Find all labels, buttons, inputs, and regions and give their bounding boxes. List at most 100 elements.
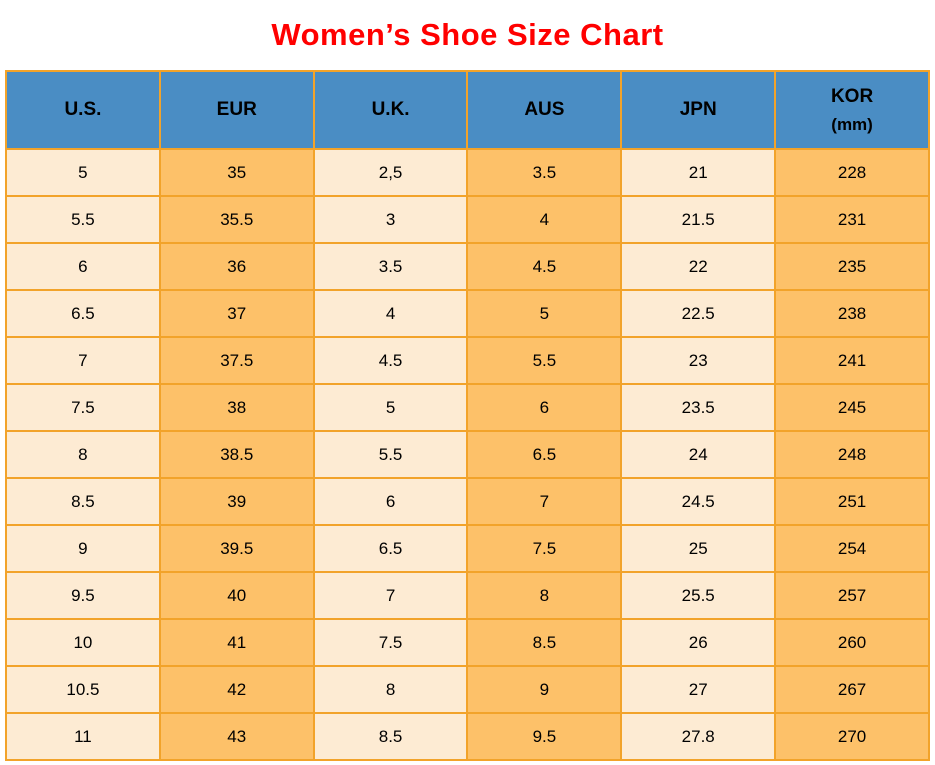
size-cell: 25: [620, 524, 777, 573]
size-cell: 42: [158, 665, 315, 714]
size-cell: 5: [312, 383, 469, 432]
table-row: 10.5 42 8 9 27 267: [5, 665, 930, 714]
size-cell: 39: [158, 477, 315, 526]
header-cell-aus: AUS: [466, 70, 623, 150]
title-bar: Women’s Shoe Size Chart: [0, 0, 935, 70]
size-cell: 6: [5, 242, 161, 291]
size-cell: 5.5: [466, 336, 623, 385]
size-cell: 7.5: [5, 383, 161, 432]
size-cell: 5.5: [5, 195, 161, 244]
size-cell: 10.5: [5, 665, 161, 714]
table-body: 5 35 2,5 3.5 21 228 5.5 35.5 3 4 21.5 231 6 36 3.5 4.5 2…: [5, 148, 930, 761]
size-cell: 25.5: [620, 571, 777, 620]
size-cell: 24.5: [620, 477, 777, 526]
size-cell: 23: [620, 336, 777, 385]
size-cell: 9.5: [466, 712, 623, 761]
size-cell: 11: [5, 712, 161, 761]
size-cell: 245: [774, 383, 930, 432]
table-row: 5 35 2,5 3.5 21 228: [5, 148, 930, 197]
table-row: 10 41 7.5 8.5 26 260: [5, 618, 930, 667]
table-row: 11 43 8.5 9.5 27.8 270: [5, 712, 930, 761]
size-cell: 4.5: [312, 336, 469, 385]
header-cell-eur: EUR: [158, 70, 315, 150]
size-cell: 2,5: [312, 148, 469, 197]
size-cell: 5: [5, 148, 161, 197]
header-sublabel: (mm): [831, 114, 873, 134]
size-cell: 8.5: [312, 712, 469, 761]
table-wrap: U.S. EUR U.K. AUS JPN KOR (mm): [0, 70, 935, 761]
size-cell: 24: [620, 430, 777, 479]
size-cell: 7.5: [466, 524, 623, 573]
size-cell: 37.5: [158, 336, 315, 385]
size-cell: 267: [774, 665, 930, 714]
size-cell: 7.5: [312, 618, 469, 667]
size-table: U.S. EUR U.K. AUS JPN KOR (mm): [5, 70, 930, 761]
size-cell: 7: [312, 571, 469, 620]
table-row: 7 37.5 4.5 5.5 23 241: [5, 336, 930, 385]
size-cell: 40: [158, 571, 315, 620]
header-cell-us: U.S.: [5, 70, 161, 150]
size-cell: 3.5: [466, 148, 623, 197]
size-cell: 235: [774, 242, 930, 291]
size-cell: 8: [466, 571, 623, 620]
size-cell: 9: [5, 524, 161, 573]
header-label: EUR: [216, 99, 257, 121]
size-cell: 6.5: [312, 524, 469, 573]
size-cell: 3.5: [312, 242, 469, 291]
size-cell: 21.5: [620, 195, 777, 244]
size-cell: 231: [774, 195, 930, 244]
table-row: 6 36 3.5 4.5 22 235: [5, 242, 930, 291]
header-cell-uk: U.K.: [312, 70, 469, 150]
size-cell: 6: [312, 477, 469, 526]
size-cell: 5.5: [312, 430, 469, 479]
size-cell: 251: [774, 477, 930, 526]
size-cell: 260: [774, 618, 930, 667]
size-cell: 7: [5, 336, 161, 385]
size-cell: 8.5: [5, 477, 161, 526]
size-cell: 35: [158, 148, 315, 197]
size-cell: 38.5: [158, 430, 315, 479]
size-cell: 10: [5, 618, 161, 667]
size-cell: 238: [774, 289, 930, 338]
size-cell: 7: [466, 477, 623, 526]
size-cell: 6.5: [5, 289, 161, 338]
header-label: JPN: [679, 99, 717, 121]
size-cell: 41: [158, 618, 315, 667]
table-row: 9.5 40 7 8 25.5 257: [5, 571, 930, 620]
size-cell: 3: [312, 195, 469, 244]
table-row: 8 38.5 5.5 6.5 24 248: [5, 430, 930, 479]
table-row: 8.5 39 6 7 24.5 251: [5, 477, 930, 526]
size-cell: 4: [312, 289, 469, 338]
header-label: U.S.: [64, 99, 102, 121]
size-cell: 39.5: [158, 524, 315, 573]
size-cell: 257: [774, 571, 930, 620]
table-row: 9 39.5 6.5 7.5 25 254: [5, 524, 930, 573]
table-row: 7.5 38 5 6 23.5 245: [5, 383, 930, 432]
size-cell: 21: [620, 148, 777, 197]
size-cell: 36: [158, 242, 315, 291]
page-title: Women’s Shoe Size Chart: [271, 17, 664, 52]
table-row: 5.5 35.5 3 4 21.5 231: [5, 195, 930, 244]
size-cell: 4.5: [466, 242, 623, 291]
header-cell-kor: KOR (mm): [774, 70, 930, 150]
size-cell: 8: [312, 665, 469, 714]
size-cell: 270: [774, 712, 930, 761]
size-cell: 228: [774, 148, 930, 197]
size-cell: 254: [774, 524, 930, 573]
size-cell: 248: [774, 430, 930, 479]
size-cell: 22: [620, 242, 777, 291]
size-cell: 27.8: [620, 712, 777, 761]
size-cell: 6: [466, 383, 623, 432]
size-cell: 27: [620, 665, 777, 714]
size-cell: 4: [466, 195, 623, 244]
table-row: 6.5 37 4 5 22.5 238: [5, 289, 930, 338]
size-cell: 35.5: [158, 195, 315, 244]
size-cell: 5: [466, 289, 623, 338]
size-cell: 9: [466, 665, 623, 714]
size-cell: 23.5: [620, 383, 777, 432]
size-cell: 37: [158, 289, 315, 338]
size-cell: 241: [774, 336, 930, 385]
size-cell: 8: [5, 430, 161, 479]
size-cell: 8.5: [466, 618, 623, 667]
size-cell: 43: [158, 712, 315, 761]
